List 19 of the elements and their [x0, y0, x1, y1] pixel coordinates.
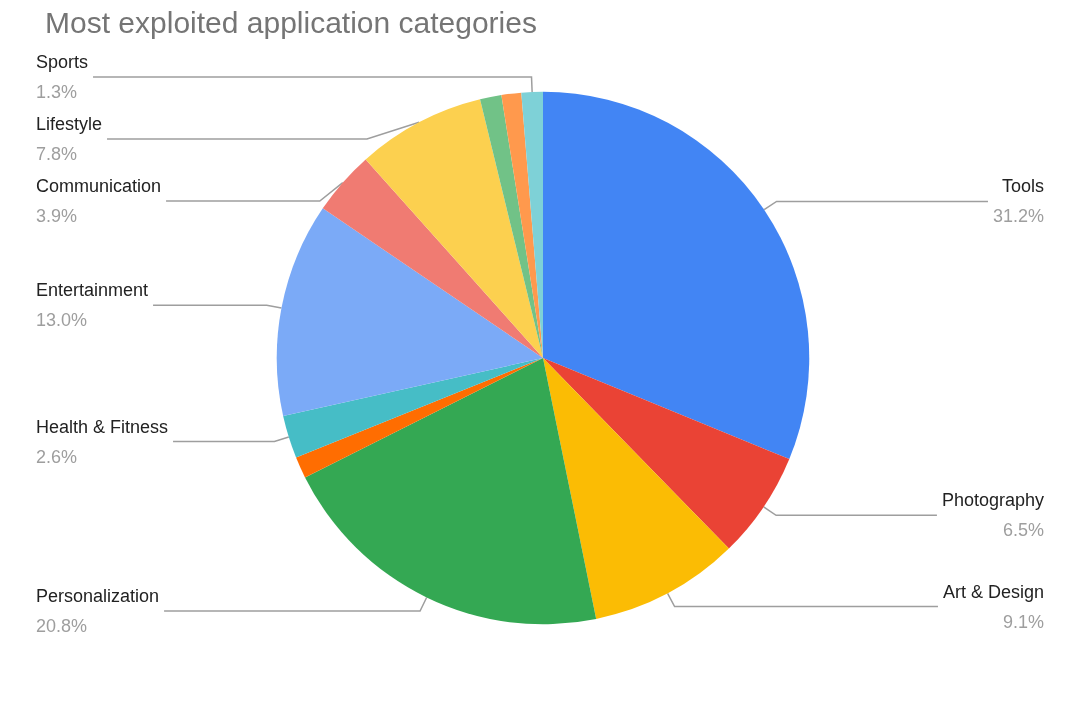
slice-label: Personalization [36, 585, 160, 606]
slice-label: Photography [941, 490, 1044, 511]
slice-label: Tools [1001, 176, 1044, 197]
data-label: 20.8% [36, 615, 88, 636]
slice-label: Entertainment [36, 280, 149, 301]
slice-label: Sports [36, 51, 89, 72]
data-label: 6.5% [1002, 520, 1044, 541]
data-label: 9.1% [1002, 611, 1044, 632]
slice-label: Lifestyle [36, 113, 103, 134]
slice-label: Health & Fitness [36, 416, 169, 437]
slice-label: Communication [36, 175, 162, 196]
slice-label: Art & Design [942, 581, 1044, 602]
data-label: 2.6% [36, 446, 78, 467]
data-label: 3.9% [36, 205, 78, 226]
chart-title: Most exploited application categories [45, 5, 537, 39]
data-label: 1.3% [36, 81, 78, 102]
data-label: 31.2% [992, 206, 1044, 227]
data-label: 13.0% [36, 310, 88, 331]
data-label: 7.8% [36, 143, 78, 164]
